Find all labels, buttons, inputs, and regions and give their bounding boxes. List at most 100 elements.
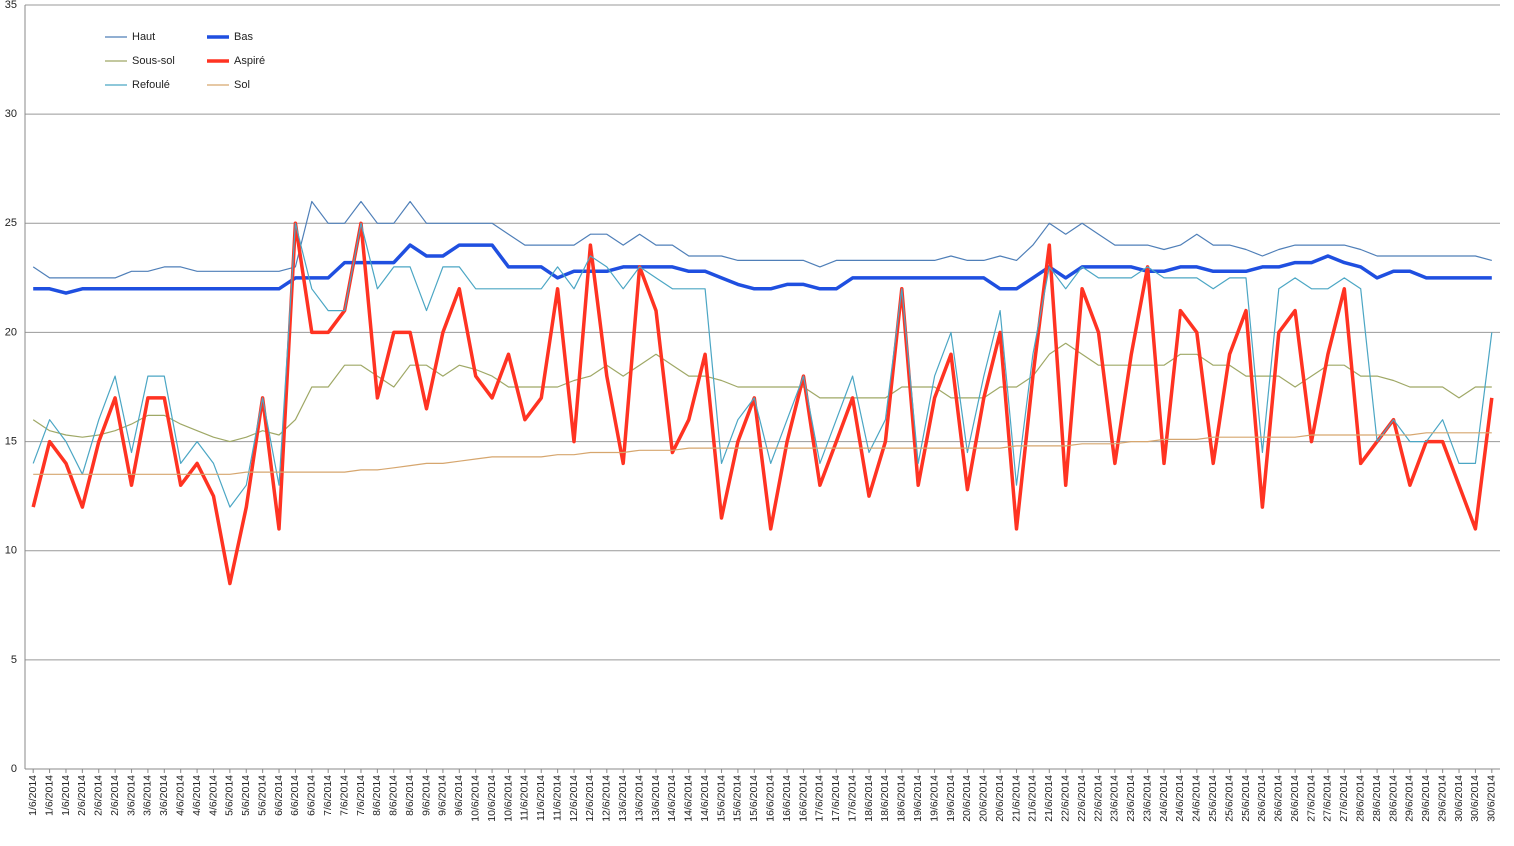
- x-tick-label: 8/6/2014: [371, 775, 383, 816]
- x-tick-label: 6/6/2014: [273, 775, 285, 816]
- x-tick-label: 29/6/2014: [1436, 775, 1448, 822]
- x-tick-label: 18/6/2014: [879, 775, 891, 822]
- x-tick-label: 24/6/2014: [1174, 775, 1186, 822]
- y-tick-label: 15: [5, 435, 17, 447]
- legend-label: Haut: [132, 31, 155, 43]
- series-line: [32, 200, 1492, 279]
- x-tick-label: 12/6/2014: [568, 775, 580, 822]
- series-line: [32, 342, 1492, 443]
- x-tick-label: 20/6/2014: [994, 775, 1006, 822]
- x-tick-label: 27/6/2014: [1322, 775, 1334, 822]
- x-tick-label: 11/6/2014: [551, 775, 563, 821]
- legend-label: Refoulé: [132, 79, 170, 91]
- x-tick-label: 28/6/2014: [1354, 775, 1366, 822]
- x-tick-label: 14/6/2014: [666, 775, 678, 822]
- x-tick-label: 22/6/2014: [1076, 775, 1088, 822]
- y-tick-label: 20: [5, 326, 17, 338]
- x-tick-label: 22/6/2014: [1059, 775, 1071, 822]
- x-tick-label: 3/6/2014: [125, 775, 137, 816]
- x-tick-label: 5/6/2014: [240, 775, 252, 816]
- x-tick-label: 2/6/2014: [93, 775, 105, 816]
- x-tick-label: 16/6/2014: [764, 775, 776, 822]
- x-tick-label: 7/6/2014: [322, 775, 334, 816]
- x-tick-label: 28/6/2014: [1371, 775, 1383, 822]
- x-tick-label: 5/6/2014: [224, 775, 236, 816]
- x-tick-label: 15/6/2014: [715, 775, 727, 822]
- x-tick-label: 12/6/2014: [584, 775, 596, 822]
- x-tick-label: 24/6/2014: [1191, 775, 1203, 822]
- x-tick-label: 6/6/2014: [289, 775, 301, 816]
- x-tick-label: 21/6/2014: [1010, 775, 1022, 822]
- x-tick-label: 4/6/2014: [207, 775, 219, 816]
- x-tick-label: 26/6/2014: [1289, 775, 1301, 822]
- x-tick-label: 26/6/2014: [1273, 775, 1285, 822]
- x-tick-label: 27/6/2014: [1305, 775, 1317, 822]
- x-tick-label: 10/6/2014: [486, 775, 498, 822]
- x-tick-label: 30/6/2014: [1469, 775, 1481, 822]
- legend: Haut Bas Sous-sol Aspiré Refoulé Sol: [105, 31, 265, 91]
- series-line: [31, 221, 1494, 586]
- x-tick-label: 20/6/2014: [978, 775, 990, 822]
- x-tick-label: 24/6/2014: [1158, 775, 1170, 822]
- legend-label: Sous-sol: [132, 55, 175, 67]
- x-tick-label: 30/6/2014: [1486, 775, 1498, 822]
- x-tick-label: 21/6/2014: [1043, 775, 1055, 822]
- x-tick-label: 29/6/2014: [1420, 775, 1432, 822]
- x-tick-label: 10/6/2014: [502, 775, 514, 822]
- y-tick-label: 5: [11, 654, 17, 666]
- x-tick-label: 22/6/2014: [1092, 775, 1104, 822]
- x-tick-label: 17/6/2014: [846, 775, 858, 822]
- x-tick-label: 29/6/2014: [1404, 775, 1416, 822]
- x-tick-label: 4/6/2014: [191, 775, 203, 816]
- y-tick-label: 25: [5, 217, 17, 229]
- x-tick-label: 13/6/2014: [617, 775, 629, 822]
- x-tick-label: 19/6/2014: [945, 775, 957, 822]
- x-tick-label: 14/6/2014: [683, 775, 695, 822]
- x-tick-label: 3/6/2014: [158, 775, 170, 816]
- x-tick-label: 7/6/2014: [355, 775, 367, 816]
- x-tick-label: 23/6/2014: [1125, 775, 1137, 822]
- x-tick-label: 17/6/2014: [814, 775, 826, 822]
- x-tick-label: 20/6/2014: [961, 775, 973, 822]
- x-tick-label: 1/6/2014: [43, 775, 55, 816]
- series-line: [33, 243, 1492, 295]
- y-tick-label: 10: [5, 545, 17, 557]
- x-tick-label: 27/6/2014: [1338, 775, 1350, 822]
- x-tick-label: 6/6/2014: [306, 775, 318, 816]
- x-tick-label: 19/6/2014: [912, 775, 924, 822]
- x-tick-label: 9/6/2014: [453, 775, 465, 816]
- x-tick-label: 13/6/2014: [633, 775, 645, 822]
- x-tick-label: 19/6/2014: [928, 775, 940, 822]
- x-tick-label: 9/6/2014: [437, 775, 449, 816]
- x-tick-label: 5/6/2014: [256, 775, 268, 816]
- x-tick-label: 16/6/2014: [781, 775, 793, 822]
- x-tick-label: 9/6/2014: [420, 775, 432, 816]
- x-tick-label: 11/6/2014: [535, 775, 547, 821]
- x-tick-label: 25/6/2014: [1223, 775, 1235, 822]
- legend-label: Bas: [234, 31, 253, 43]
- x-tick-label: 23/6/2014: [1109, 775, 1121, 822]
- x-tick-label: 12/6/2014: [601, 775, 613, 822]
- x-tick-label: 1/6/2014: [27, 775, 39, 816]
- x-tick-label: 14/6/2014: [699, 775, 711, 822]
- x-tick-label: 25/6/2014: [1240, 775, 1252, 822]
- x-tick-label: 7/6/2014: [338, 775, 350, 816]
- y-tick-label: 0: [11, 763, 17, 775]
- x-tick-label: 21/6/2014: [1027, 775, 1039, 822]
- x-tick-label: 15/6/2014: [748, 775, 760, 822]
- x-tick-label: 18/6/2014: [896, 775, 908, 822]
- x-tick-label: 11/6/2014: [519, 775, 531, 821]
- x-tick-label: 18/6/2014: [863, 775, 875, 822]
- legend-label: Sol: [234, 79, 250, 91]
- x-tick-label: 30/6/2014: [1453, 775, 1465, 822]
- x-tick-label: 10/6/2014: [469, 775, 481, 822]
- x-tick-label: 1/6/2014: [60, 775, 72, 816]
- x-tick-label: 8/6/2014: [388, 775, 400, 816]
- series-line: [33, 432, 1492, 475]
- x-tick-label: 17/6/2014: [830, 775, 842, 822]
- x-tick-label: 13/6/2014: [650, 775, 662, 822]
- x-tick-label: 25/6/2014: [1207, 775, 1219, 822]
- x-tick-label: 16/6/2014: [797, 775, 809, 822]
- x-tick-label: 4/6/2014: [174, 775, 186, 816]
